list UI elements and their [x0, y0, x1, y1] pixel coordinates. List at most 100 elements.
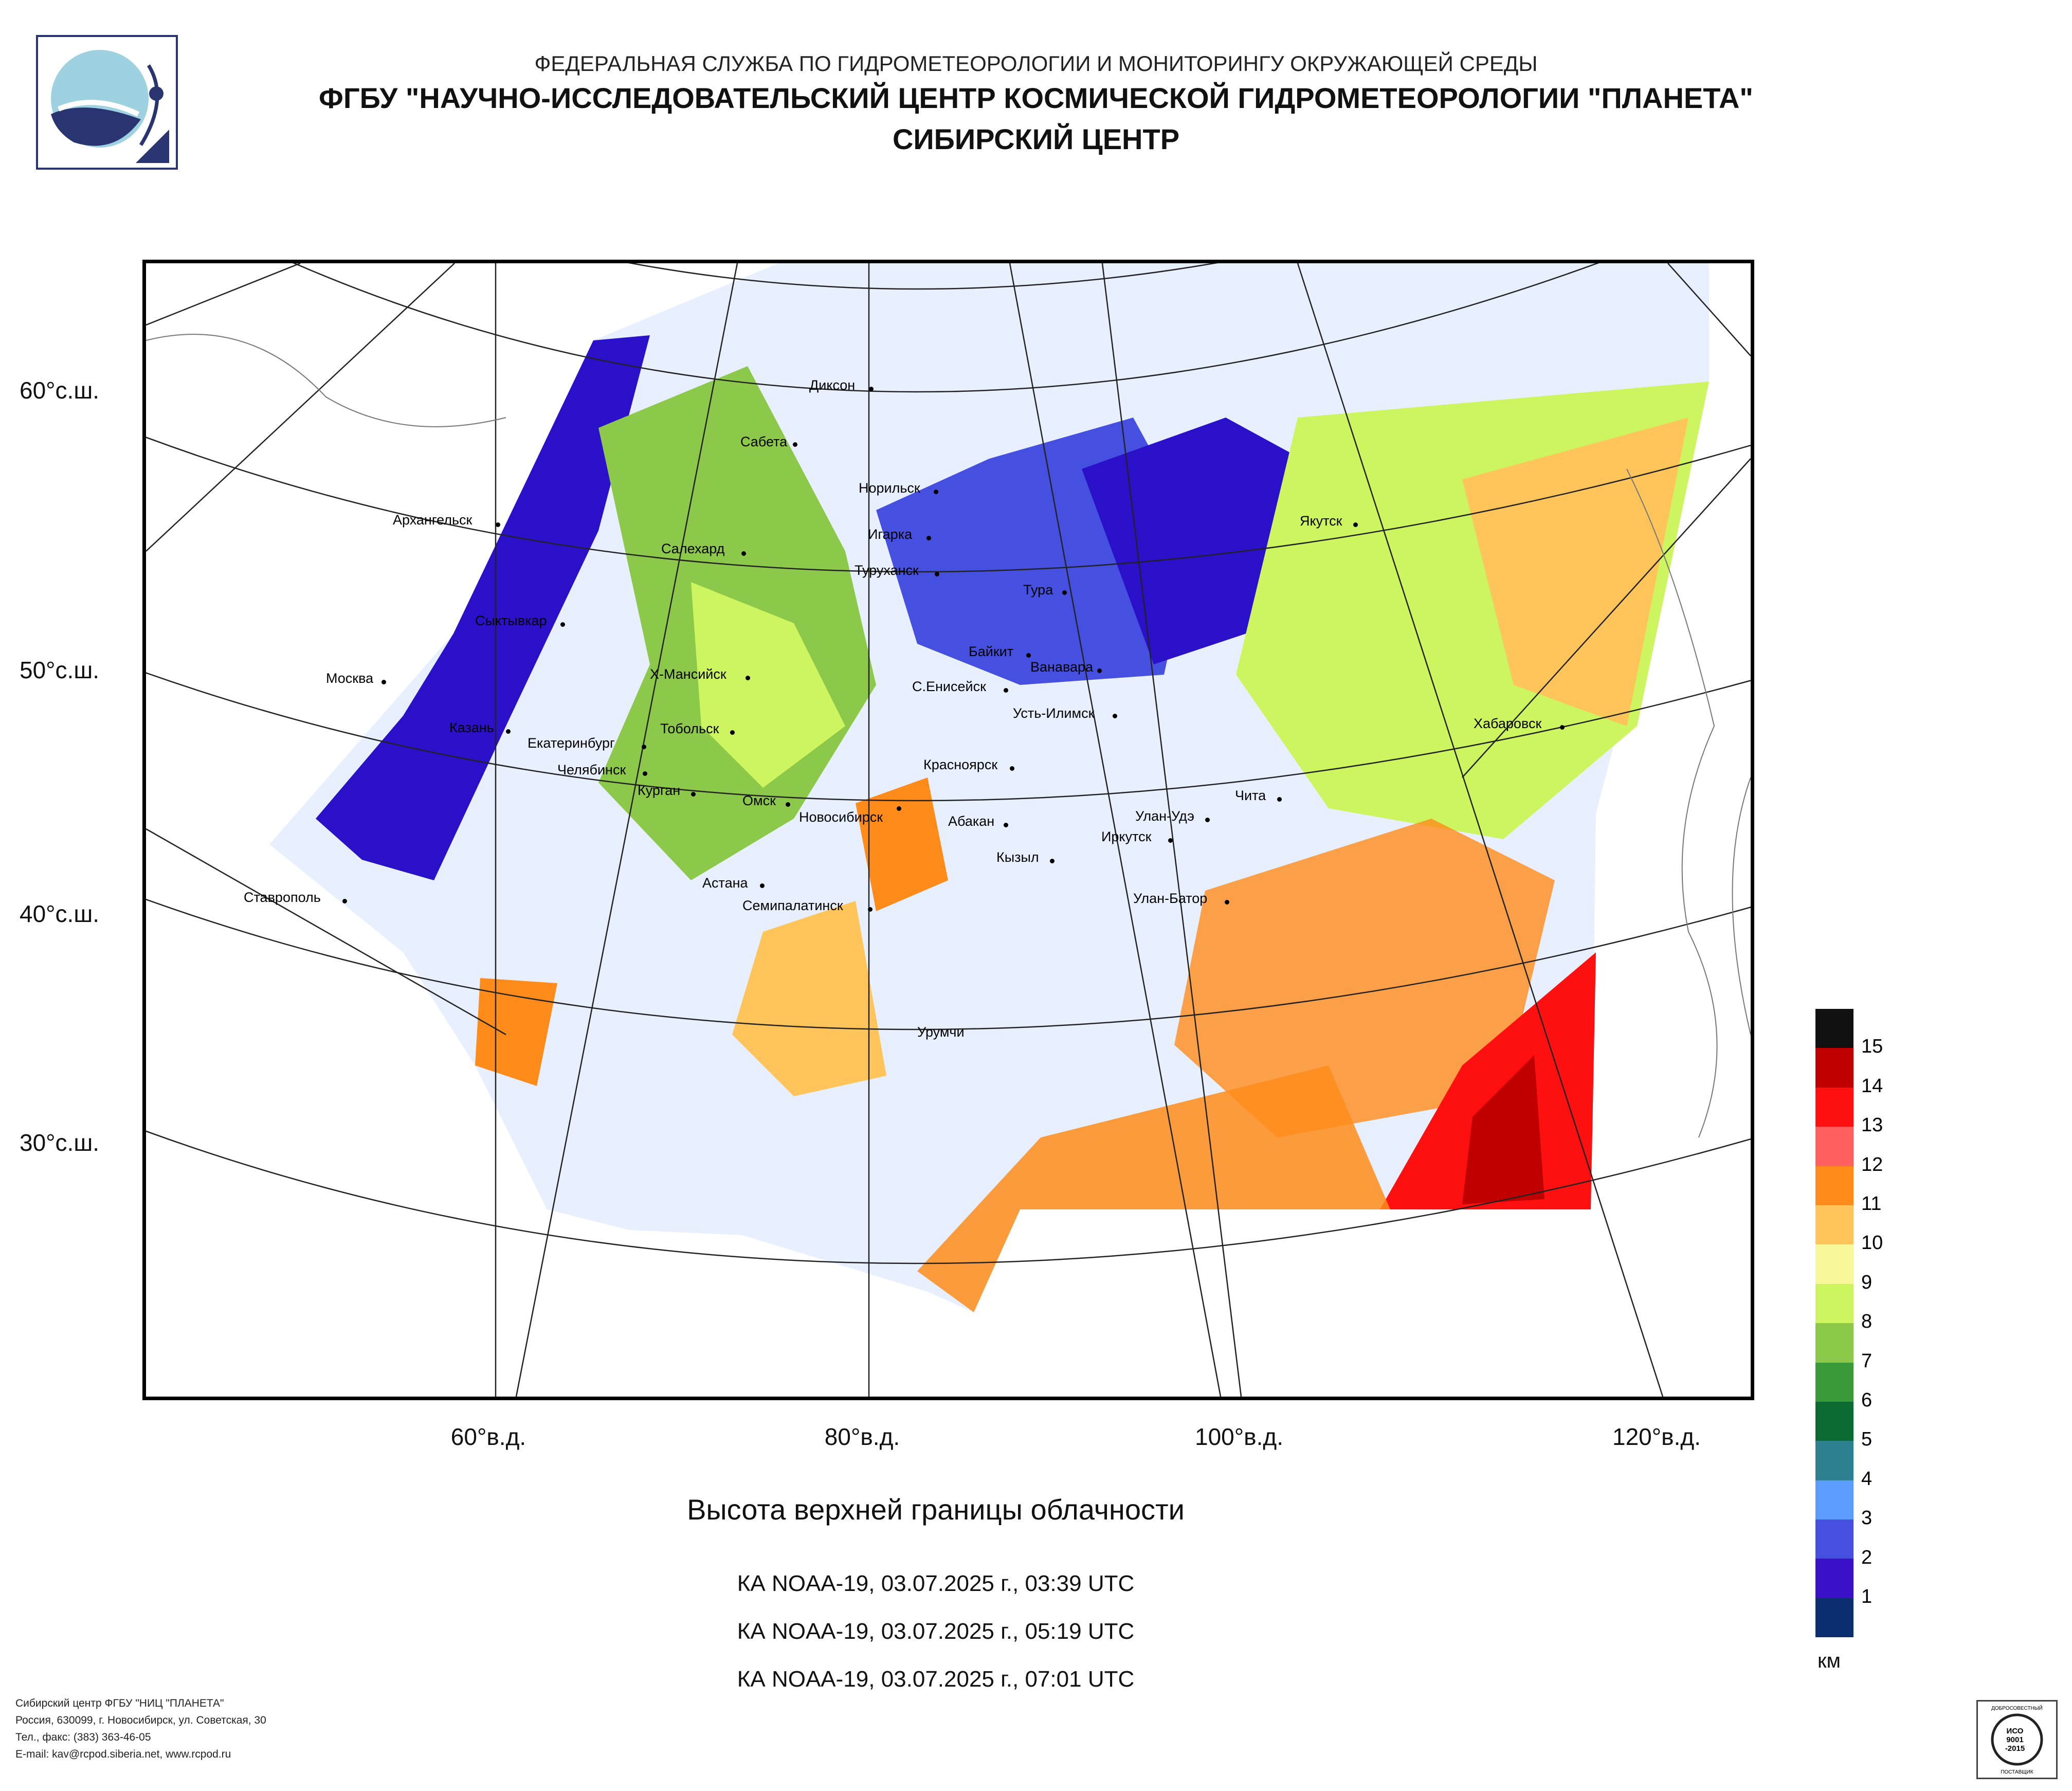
- graticule: [146, 263, 1751, 1397]
- city-dot: [760, 883, 765, 888]
- city-label: Тура: [1023, 582, 1053, 598]
- cloud-top-height-map: Диксон Сабета Норильск Игарка Туруханск …: [142, 260, 1754, 1400]
- city-label: Якутск: [1300, 513, 1342, 529]
- legend-unit: км: [1817, 1650, 1841, 1672]
- city-dot: [1225, 900, 1229, 904]
- legend-swatch: [1815, 1087, 1853, 1127]
- footer-phone: Тел., факс: (383) 363-46-05: [15, 1731, 151, 1743]
- legend-value: 5: [1861, 1428, 1873, 1451]
- city-dot: [897, 806, 901, 811]
- legend-value: 7: [1861, 1350, 1873, 1372]
- legend-swatch: [1815, 1519, 1853, 1559]
- city-label: Усть-Илимск: [1013, 705, 1095, 721]
- cloud-convective-west: [856, 777, 948, 911]
- city-dot: [381, 680, 386, 684]
- city-dot: [1277, 797, 1282, 802]
- legend-swatch: [1815, 1362, 1853, 1402]
- city-dot: [793, 442, 797, 447]
- city-dot: [786, 802, 790, 807]
- city-dot: [1062, 590, 1067, 595]
- satellite-pass: КА NOAA-19, 03.07.2025 г., 03:39 UTC: [737, 1571, 1135, 1596]
- organization-logo: [36, 35, 178, 170]
- city-dot: [1097, 668, 1102, 673]
- city-dot: [869, 387, 874, 391]
- city-label: Семипалатинск: [742, 898, 843, 913]
- city-dot: [496, 522, 500, 527]
- city-label: Челябинск: [557, 762, 626, 777]
- cloud-convective-east: [1380, 952, 1596, 1209]
- lat-label-40: 40°с.ш.: [20, 900, 100, 927]
- header-center: СИБИРСКИЙ ЦЕНТР: [892, 123, 1180, 155]
- city-label: Курган: [638, 783, 681, 798]
- cert-number: 9001: [2006, 1735, 2023, 1744]
- legend-swatch: [1815, 1127, 1853, 1166]
- city-label: Казань: [449, 720, 494, 735]
- lat-label-60: 60°с.ш.: [20, 377, 100, 404]
- legend-swatch: [1815, 1441, 1853, 1480]
- height-legend: [1815, 1009, 1853, 1638]
- cloud-high-yakutia: [1462, 418, 1688, 726]
- city-dot: [1004, 823, 1008, 827]
- coastlines: [146, 334, 1751, 1138]
- city-label: Кызыл: [996, 849, 1039, 865]
- cloud-high-west: [691, 582, 845, 788]
- cloud-tibet: [917, 1065, 1390, 1312]
- city-dot: [643, 771, 647, 776]
- cert-bottom-text: ПОСТАВЩИК: [2001, 1769, 2033, 1775]
- city-dot: [506, 729, 511, 734]
- city-label: Салехард: [661, 541, 725, 556]
- legend-value: 15: [1861, 1036, 1883, 1058]
- lat-label-30: 30°с.ш.: [20, 1129, 100, 1156]
- satellite-pass: КА NOAA-19, 03.07.2025 г., 05:19 UTC: [737, 1619, 1135, 1644]
- city-dot: [926, 536, 931, 540]
- legend-swatch: [1815, 1244, 1853, 1284]
- city-dot: [642, 745, 646, 749]
- footer-email: E-mail: kav@rcpod.siberia.net, www.rcpod…: [15, 1748, 231, 1760]
- legend-value: 1: [1861, 1586, 1873, 1607]
- header-agency: ФЕДЕРАЛЬНАЯ СЛУЖБА ПО ГИДРОМЕТЕОРОЛОГИИ …: [534, 51, 1538, 76]
- city-dot: [730, 730, 735, 735]
- footer-org: Сибирский центр ФГБУ "НИЦ "ПЛАНЕТА": [15, 1697, 224, 1709]
- legend-value: 10: [1861, 1232, 1883, 1254]
- city-label: Сыктывкар: [475, 613, 547, 628]
- city-label: Ванавара: [1030, 659, 1094, 675]
- legend-value: 8: [1861, 1311, 1873, 1333]
- city-label: Омск: [742, 793, 776, 808]
- city-label: Х-Мансийск: [650, 666, 726, 682]
- legend-swatch: [1815, 1048, 1853, 1088]
- city-dot: [746, 676, 750, 680]
- cert-top-text: ДОБРОСОВЕСТНЫЙ: [1991, 1705, 2043, 1711]
- city-dot: [1010, 766, 1014, 771]
- legend-swatch: [1815, 1283, 1853, 1324]
- city-dot: [691, 792, 696, 797]
- city-label: Улан-Батор: [1133, 891, 1208, 906]
- legend-value: 12: [1861, 1153, 1883, 1175]
- city-dot: [1353, 522, 1358, 527]
- legend-value: 3: [1861, 1507, 1873, 1529]
- city-label: Архангельск: [393, 512, 472, 528]
- legend-value: 9: [1861, 1271, 1873, 1293]
- lon-label-60: 60°в.д.: [450, 1423, 526, 1450]
- city-label: Ставрополь: [244, 890, 321, 905]
- cert-iso: ИСО: [2007, 1727, 2024, 1735]
- footer-contacts: Сибирский центр ФГБУ "НИЦ "ПЛАНЕТА" Росс…: [15, 1695, 266, 1763]
- city-label: Улан-Удэ: [1135, 808, 1194, 824]
- legend-value: 6: [1861, 1389, 1873, 1411]
- legend-swatch: [1815, 1009, 1853, 1048]
- legend-value: 2: [1861, 1546, 1873, 1568]
- legend-swatch: [1815, 1323, 1853, 1363]
- city-dot: [1026, 653, 1031, 658]
- city-label: Хабаровск: [1474, 716, 1542, 731]
- city-dot: [560, 622, 565, 627]
- map-title: Высота верхней границы облачности: [687, 1493, 1185, 1526]
- city-dot: [935, 572, 939, 576]
- city-dot: [1113, 714, 1117, 718]
- legend-value: 11: [1861, 1193, 1882, 1215]
- city-dot: [1004, 688, 1008, 693]
- city-label: Астана: [702, 875, 748, 891]
- legend-value: 13: [1861, 1114, 1883, 1136]
- city-dot: [1560, 725, 1565, 730]
- city-label: Новосибирск: [799, 809, 883, 825]
- city-label: Туруханск: [855, 563, 919, 578]
- iso-certificate-badge: ДОБРОСОВЕСТНЫЙ ИСО 9001 -2015 ПОСТАВЩИК: [1976, 1700, 2058, 1779]
